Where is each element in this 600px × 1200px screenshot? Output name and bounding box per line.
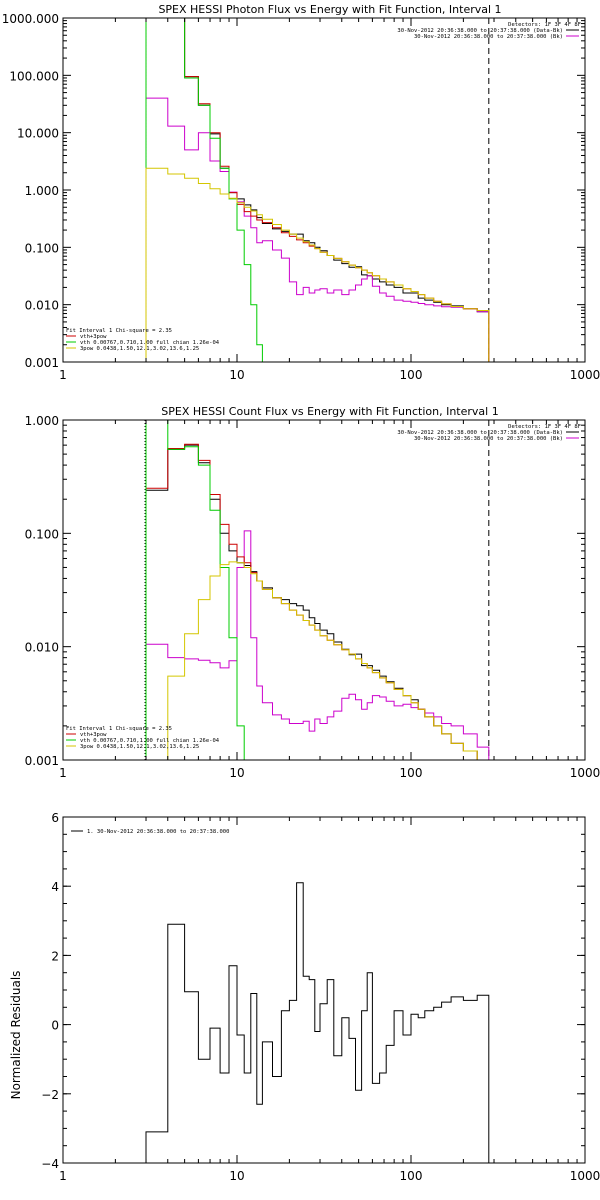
legend-bottomleft-4: 3pow 0.0438,1.50,12.1,3.02,13.6,1.25	[80, 346, 199, 352]
y-tick-label: 1.000	[25, 414, 59, 428]
y-tick-label: 1.000	[25, 184, 59, 198]
y-tick-label: 2	[51, 949, 59, 963]
x-tick-label-10: 10	[229, 368, 244, 382]
x-tick-label-1: 1	[59, 1169, 67, 1183]
series-bk	[145, 97, 490, 362]
chart-panel-1: 1 10 100 1000 0.001 0.010 0.100 1.000 10.000 100.…	[2, 3, 600, 382]
series-residuals	[145, 882, 490, 1163]
y-tick-label: 6	[51, 811, 59, 825]
x-tick-label-1: 1	[59, 766, 67, 780]
x-tick-label-100: 100	[400, 766, 423, 780]
legend-bottomleft-1: Fit Interval 1 Chi-square = 2.35	[66, 726, 172, 732]
legend-bottomleft-1: Fit Interval 1 Chi-square = 2.35	[66, 328, 172, 334]
x-tick-label-10: 10	[229, 766, 244, 780]
x-tick-label-1000: 1000	[570, 368, 600, 382]
legend-bottomleft-4: 3pow 0.0438,1.50,12.1,3.02,13.6,1.25	[80, 744, 199, 750]
y-tick-label: 1000.000	[2, 12, 59, 26]
y-tick-label: −4	[41, 1157, 59, 1171]
y-tick-label: 100.000	[9, 69, 59, 83]
legend-bottomleft-2: vth+3pow	[80, 334, 107, 340]
legend-topright-3: 30-Nov-2012 20:36:38.000 to 20:37:38.000…	[414, 34, 563, 40]
y-tick-label: 0.001	[25, 356, 59, 370]
series-vth	[145, 420, 245, 760]
series-bk	[145, 530, 490, 760]
legend-bottomleft-2: vth+3pow	[80, 732, 107, 738]
chart-panel-3: 1 10 100 1000 −4 −2 0 2 4 6 Normalized Residuals 1.…	[9, 811, 600, 1183]
plot-frame	[62, 17, 586, 363]
plot-frame	[62, 419, 586, 761]
chart-title: SPEX HESSI Count Flux vs Energy with Fit…	[161, 405, 498, 418]
plot-area	[145, 882, 490, 1163]
y-tick-label: 0	[51, 1019, 59, 1033]
x-tick-label-100: 100	[400, 368, 423, 382]
plot-area	[145, 18, 490, 362]
legend-topright-1: Detectors: 1F 3F 4F 8F	[508, 424, 581, 430]
y-tick-label: 0.010	[25, 299, 59, 313]
legend-topright-3: 30-Nov-2012 20:36:38.000 to 20:37:38.000…	[414, 436, 563, 442]
legend-topright-1: Detectors: 1F 3F 4F 8F	[508, 22, 581, 28]
legend-bottomleft-3: vth 0.00767,0.710,1.00 full chian 1.26e-…	[80, 340, 220, 346]
x-tick-label-10: 10	[229, 1169, 244, 1183]
x-tick-label-1000: 1000	[570, 766, 600, 780]
series-data-bk	[145, 18, 490, 362]
y-tick-label: 0.100	[25, 241, 59, 255]
plot-area	[144, 420, 490, 760]
legend-topleft-1: 1. 30-Nov-2012 20:36:38.000 to 20:37:38.…	[87, 829, 229, 835]
y-tick-label: 4	[51, 880, 59, 894]
chart-panel-2: 1 10 100 1000 0.001 0.010 0.100 1.000 SPEX HESSI…	[25, 405, 600, 780]
series-vth-3pow	[145, 18, 490, 362]
y-tick-label: 0.010	[25, 641, 59, 655]
series-3pow	[145, 561, 490, 760]
x-tick-label-1: 1	[59, 368, 67, 382]
plot-frame	[62, 816, 586, 1164]
x-tick-label-1000: 1000	[570, 1169, 600, 1183]
chart-title: SPEX HESSI Photon Flux vs Energy with Fi…	[158, 3, 501, 16]
legend-bottomleft-3: vth 0.00767,0.710,1.00 full chian 1.26e-…	[80, 738, 220, 744]
y-axis-label: Normalized Residuals	[9, 971, 23, 1100]
legend-topright-2: 30-Nov-2012 20:36:38.000 to 20:37:38.000…	[397, 430, 563, 436]
series-3pow	[145, 167, 490, 362]
legend-topright-2: 30-Nov-2012 20:36:38.000 to 20:37:38.000…	[397, 28, 563, 34]
series-vth	[145, 18, 263, 362]
y-tick-label: 0.001	[25, 754, 59, 768]
x-tick-label-100: 100	[400, 1169, 423, 1183]
y-tick-label: 0.100	[25, 527, 59, 541]
y-tick-label: −2	[41, 1088, 59, 1102]
y-tick-label: 10.000	[17, 127, 59, 141]
